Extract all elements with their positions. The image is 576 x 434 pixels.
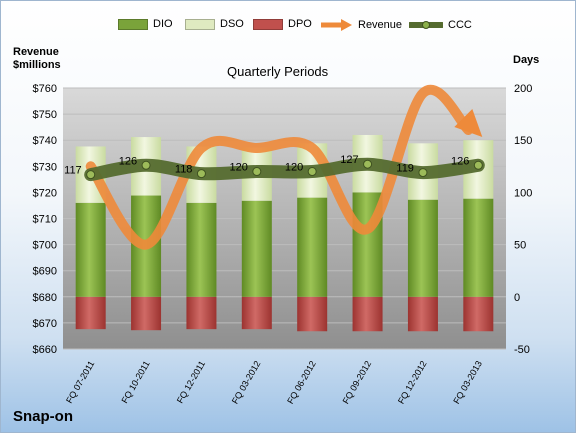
left-axis-title: Revenue $millions [13,46,61,72]
legend-item-dso: DSO [185,18,244,30]
legend-item-ccc: CCC [409,18,472,32]
ccc-marker [252,167,262,177]
ccc-data-label: 127 [340,154,358,166]
bar-dpo [186,296,217,330]
legend-item-dio: DIO [118,18,173,30]
x-tick-label: FQ 09-2012 [341,359,374,406]
ccc-marker [473,160,483,170]
left-tick-label: $720 [33,187,57,199]
left-axis-title-line2: $millions [13,59,61,71]
ccc-marker [196,169,206,179]
right-tick-label: 200 [514,83,532,95]
legend-label-dpo: DPO [288,18,312,30]
revenue-line [85,85,474,250]
bar-dio [186,202,217,297]
left-tick-label: $680 [33,292,57,304]
ccc-marker [307,167,317,177]
ccc-data-label: 126 [451,155,469,167]
legend-label-dio: DIO [153,18,173,30]
left-tick-label: $660 [33,344,57,356]
legend-label-dso: DSO [220,18,244,30]
legend-swatch-dio [118,18,148,30]
ccc-data-label: 120 [285,162,303,174]
line-marker-icon [409,21,443,29]
revenue-arrowhead [454,108,483,137]
left-tick-label: $690 [33,266,57,278]
x-tick-label: FQ 03-2012 [230,359,263,406]
legend: DIO DSO DPO Revenue CCC [1,18,576,34]
bar-dio [297,197,328,297]
ccc-data-label: 120 [229,162,247,174]
legend-label-ccc: CCC [448,19,472,31]
ccc-data-label: 119 [396,163,414,175]
bar-dio [463,198,494,297]
ccc-data-label: 126 [119,155,137,167]
legend-swatch-dso [185,18,215,30]
x-tick-label: FQ 12-2011 [175,359,207,405]
ccc-marker [363,159,373,169]
left-tick-label: $670 [33,318,57,330]
bar-dpo [352,296,383,332]
legend-item-revenue: Revenue [319,18,402,32]
bar-dpo [407,296,438,332]
bar-dpo [75,296,106,330]
bar-dio [75,202,106,297]
ccc-line [84,157,485,182]
legend-item-dpo: DPO [253,18,312,30]
left-tick-label: $730 [33,161,57,173]
right-axis-title: Days [513,54,540,66]
left-tick-label: $760 [33,83,57,95]
ccc-marker [86,170,96,180]
bar-dio [407,199,438,297]
x-tick-label: FQ 12-2012 [396,359,429,406]
left-tick-label: $700 [33,240,57,252]
left-tick-label: $710 [33,214,57,226]
x-tick-label: FQ 10-2011 [119,359,151,405]
company-name: Snap-on [13,408,73,425]
bar-dpo [463,296,494,332]
left-tick-label: $750 [33,109,57,121]
right-tick-label: -50 [514,344,530,356]
bar-dpo [241,296,272,330]
ccc-data-label: 118 [175,164,193,176]
left-axis-title-line1: Revenue [13,46,59,58]
left-tick-label: $740 [33,135,57,147]
x-tick-label: FQ 07-2011 [64,359,96,405]
legend-label-revenue: Revenue [358,19,403,31]
right-tick-label: 0 [514,292,520,304]
ccc-data-label: 117 [64,165,82,177]
right-tick-label: 100 [514,187,532,199]
ccc-marker [418,168,428,178]
legend-swatch-dpo [253,18,283,30]
ccc-marker [141,160,151,170]
x-tick-label: FQ 06-2012 [285,359,318,406]
bar-dpo [131,296,162,331]
arrow-icon [321,19,352,31]
chart-title: Quarterly Periods [227,64,329,79]
right-tick-label: 150 [514,135,532,147]
bar-dpo [297,296,328,332]
x-tick-label: FQ 03-2013 [451,359,484,406]
right-tick-label: 50 [514,240,526,252]
bar-dio [241,200,272,297]
